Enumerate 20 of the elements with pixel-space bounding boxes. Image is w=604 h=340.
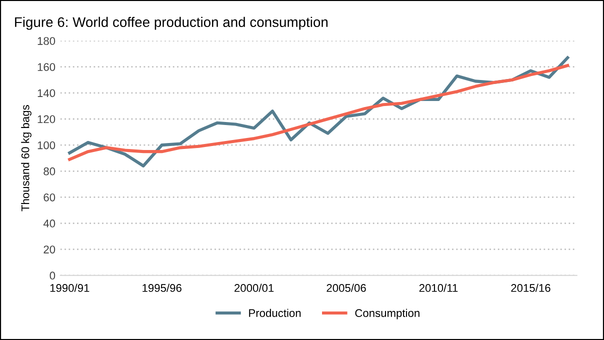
chart-title: Figure 6: World coffee production and consumption [15, 16, 328, 30]
y-tick-label: 80 [44, 167, 56, 176]
legend-label: Production [249, 308, 301, 318]
y-tick-label: 20 [44, 246, 56, 254]
y-tick-label: 120 [38, 115, 56, 124]
legend-label: Consumption [355, 308, 420, 320]
x-tick-label: 2010/11 [419, 284, 458, 292]
y-tick-label: 140 [38, 89, 56, 98]
x-tick-label: 2005/06 [326, 284, 366, 292]
x-tick-label: 2015/16 [511, 284, 550, 292]
y-tick-label: 60 [44, 193, 56, 202]
y-tick-label: 160 [38, 63, 56, 71]
y-axis-title: Thousand 60 kg bags [21, 105, 32, 212]
y-tick-label: 0 [50, 272, 56, 280]
x-tick-label: 2000/01 [234, 284, 274, 292]
x-tick-label: 1995/96 [142, 284, 182, 292]
y-tick-label: 180 [38, 37, 56, 45]
y-tick-label: 100 [38, 141, 56, 150]
x-tick-label: 1990/91 [50, 284, 90, 292]
y-tick-label: 40 [43, 220, 56, 228]
